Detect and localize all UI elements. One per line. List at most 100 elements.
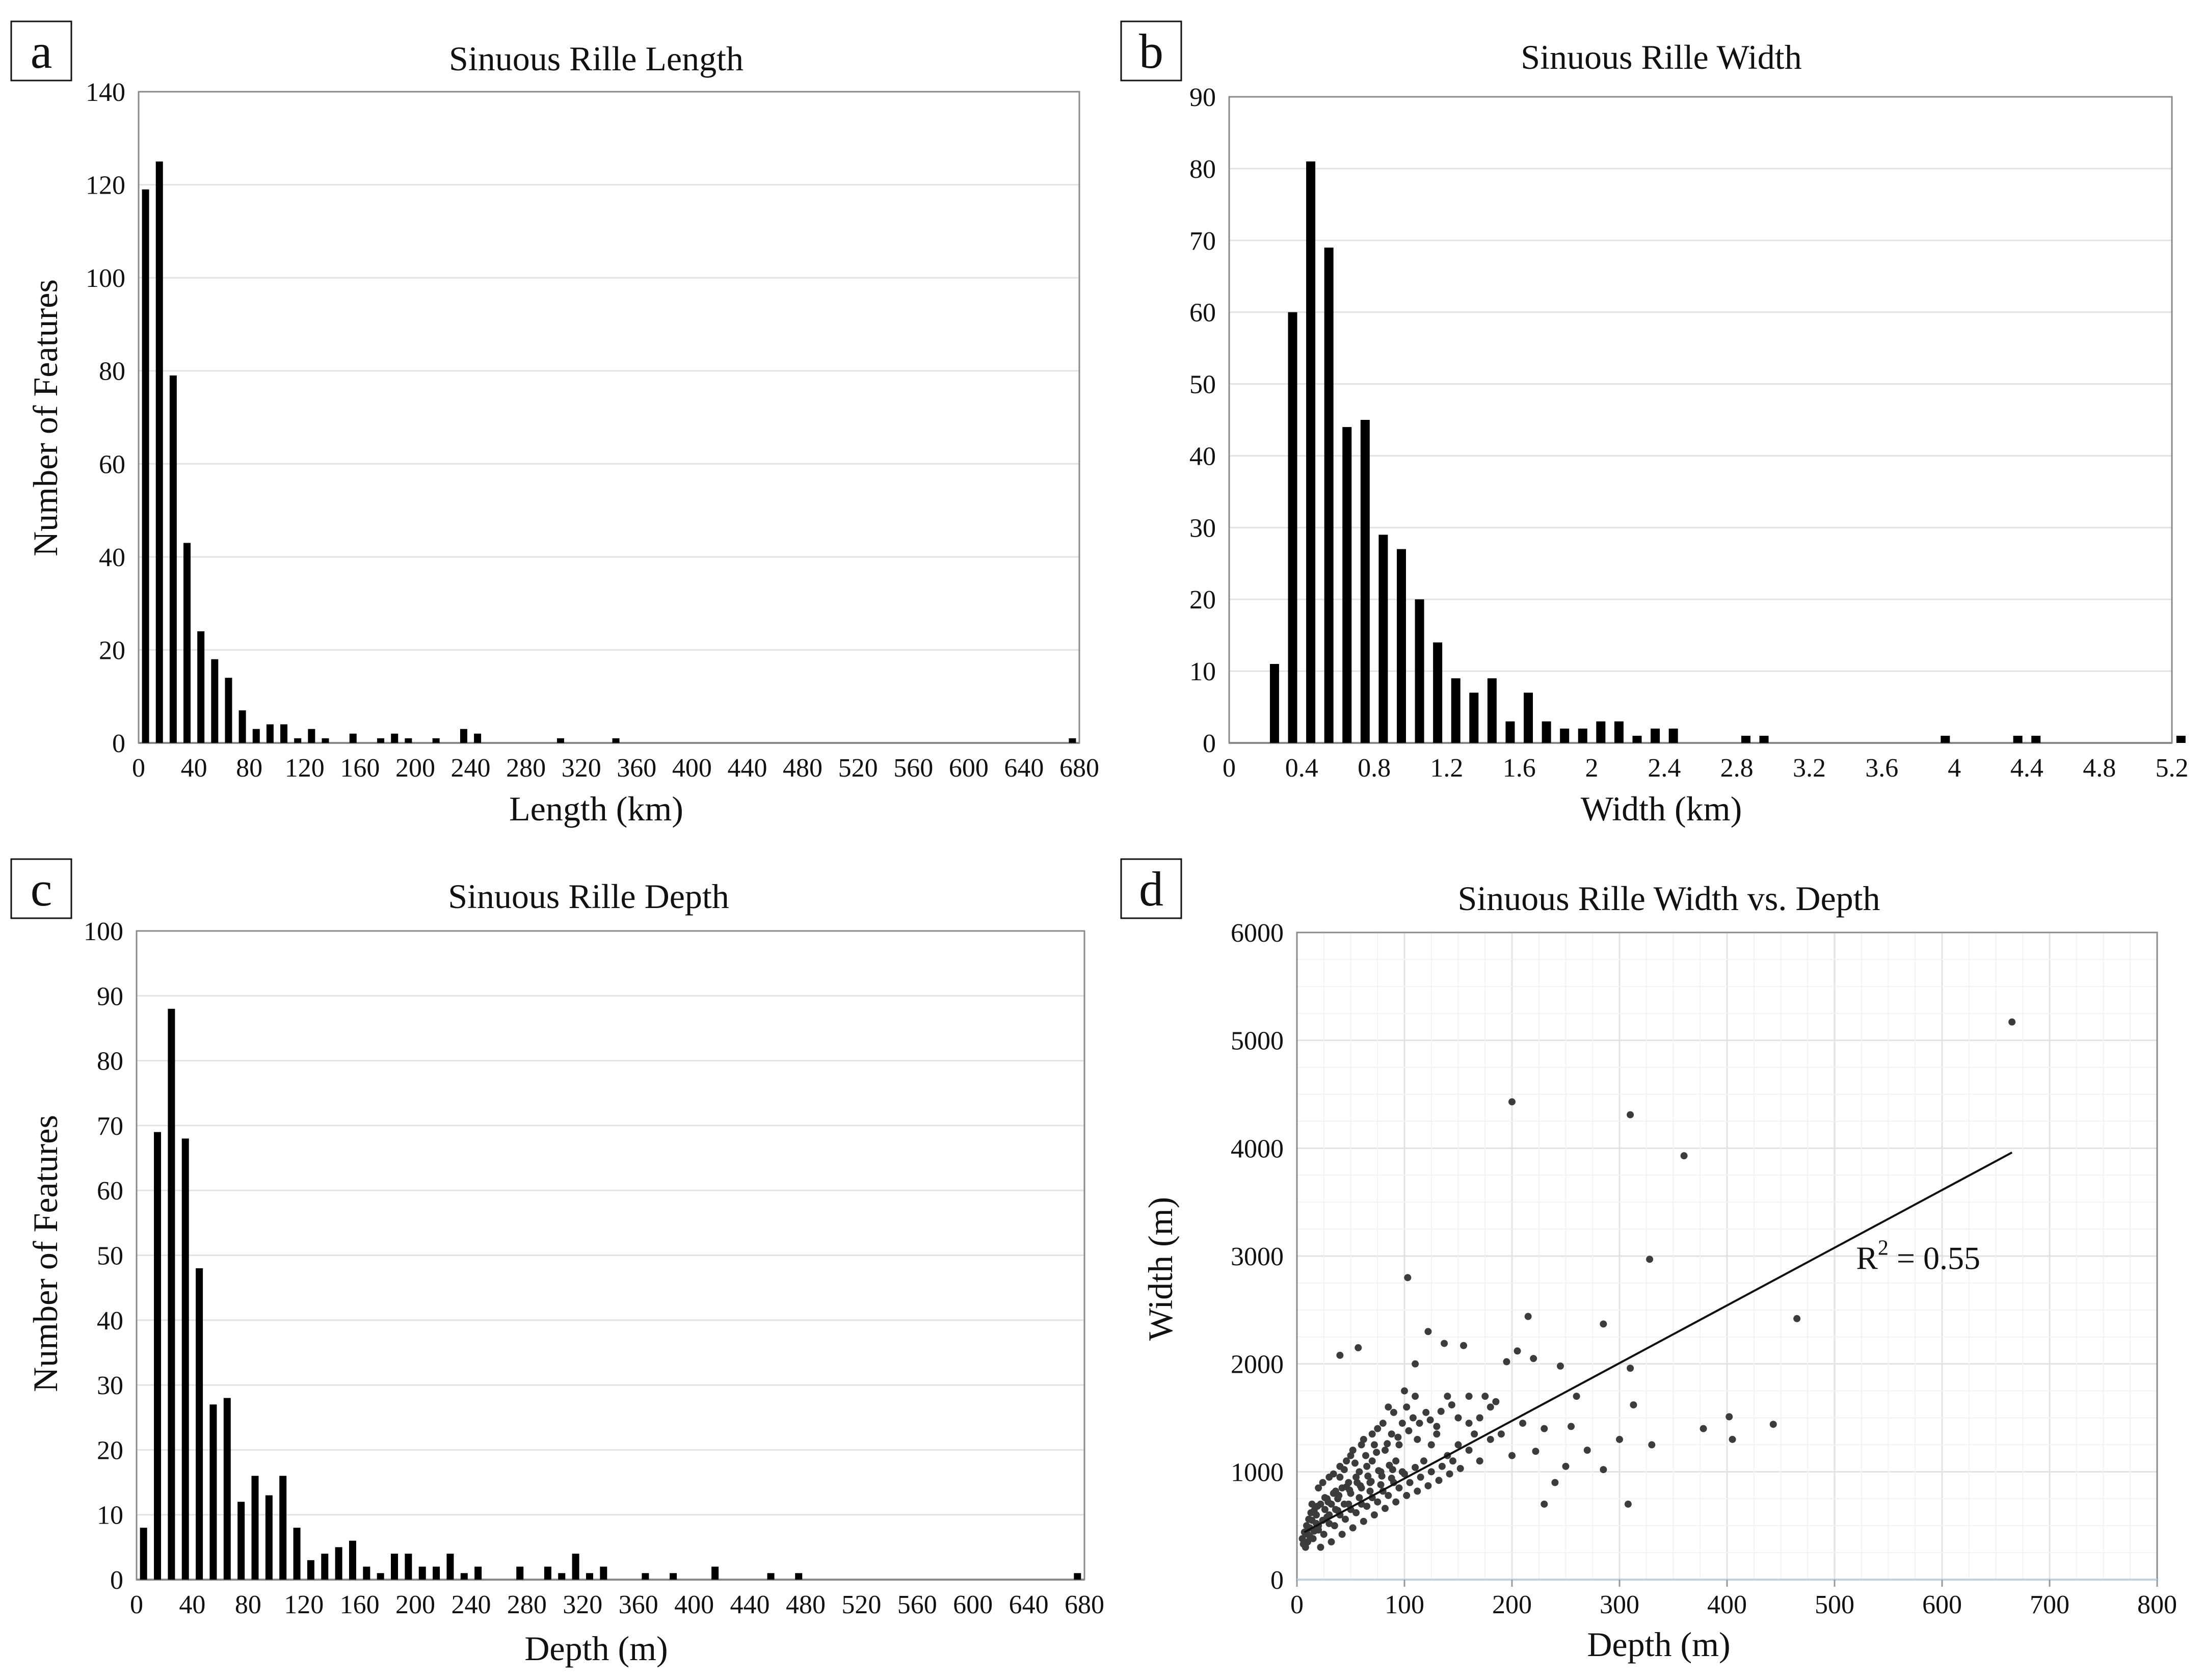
- x-tick-label-a: 0: [132, 754, 145, 783]
- bar-c: [223, 1398, 231, 1580]
- bar-a: [460, 729, 467, 743]
- x-axis-label-a: Length (km): [509, 789, 683, 828]
- y-tick-label-a: 120: [86, 171, 125, 200]
- bar-c: [307, 1560, 314, 1580]
- bar-c: [460, 1573, 468, 1580]
- panel-b: b Sinuous Rille Width 010203040506070809…: [1120, 20, 2189, 828]
- scatter-point-d: [1487, 1403, 1494, 1411]
- y-tick-label-c: 100: [84, 917, 123, 946]
- scatter-point-d: [1319, 1479, 1326, 1486]
- scatter-point-d: [1454, 1441, 1462, 1449]
- bar-b: [1668, 728, 1678, 743]
- scatter-point-d: [1524, 1313, 1532, 1320]
- scatter-point-d: [1454, 1414, 1462, 1422]
- scatter-point-d: [1503, 1358, 1510, 1366]
- bar-a: [155, 161, 163, 743]
- x-tick-label-b: 4.4: [2010, 754, 2043, 783]
- x-tick-label-a: 360: [617, 754, 656, 783]
- x-tick-label-c: 400: [674, 1590, 714, 1619]
- scatter-point-d: [1364, 1472, 1372, 1480]
- scatter-point-d: [1541, 1500, 1548, 1508]
- bar-b: [1614, 721, 1624, 743]
- scatter-point-d: [1384, 1440, 1391, 1448]
- x-tick-label-c: 520: [841, 1590, 881, 1619]
- scatter-point-d: [1427, 1441, 1435, 1449]
- scatter-point-d: [1366, 1487, 1374, 1495]
- bar-c: [196, 1268, 203, 1580]
- y-tick-label-c: 0: [110, 1566, 123, 1595]
- scatter-point-d: [1648, 1441, 1656, 1449]
- scatter-point-d: [1375, 1467, 1383, 1475]
- scatter-point-d: [1347, 1452, 1355, 1459]
- scatter-point-d: [1600, 1320, 1607, 1328]
- scatter-point-d: [1352, 1509, 1360, 1516]
- scatter-point-d: [1363, 1462, 1371, 1470]
- scatter-point-d: [1449, 1457, 1456, 1465]
- x-tick-label-b: 2.4: [1648, 754, 1681, 783]
- x-tick-label-a: 80: [236, 754, 262, 783]
- panel-label-box-d: [1120, 858, 1182, 919]
- y-tick-label-c: 60: [97, 1177, 123, 1206]
- chart-c: 0 10 20 30 40 50 60 70 80 90 100 0 40 80 120 160 200 240 2…: [84, 917, 1104, 1619]
- y-tick-label-d: 3000: [1231, 1242, 1284, 1271]
- x-tick-label-b: 1.6: [1503, 754, 1536, 783]
- scatter-point-d: [1336, 1473, 1344, 1481]
- bar-c: [418, 1566, 426, 1580]
- x-tick-label-a: 120: [285, 754, 325, 783]
- x-tick-label-b: 0: [1223, 754, 1236, 783]
- scatter-point-d: [1568, 1423, 1575, 1430]
- y-tick-label-b: 40: [1189, 442, 1216, 471]
- bar-b: [1505, 721, 1515, 743]
- bar-b: [1560, 728, 1570, 743]
- x-tick-label-c: 600: [953, 1590, 993, 1619]
- scatter-point-d: [1427, 1468, 1435, 1476]
- scatter-point-d: [1360, 1517, 1367, 1525]
- scatter-point-d: [1414, 1487, 1421, 1495]
- bar-b: [1469, 692, 1479, 743]
- x-tick-label-a: 520: [838, 754, 878, 783]
- x-tick-label-c: 160: [340, 1590, 380, 1619]
- scatter-point-d: [1351, 1459, 1359, 1467]
- chart-title-a: Sinuous Rille Length: [449, 39, 744, 78]
- x-tick-label-c: 120: [284, 1590, 324, 1619]
- scatter-point-d: [1315, 1484, 1322, 1492]
- scatter-point-d: [1487, 1435, 1494, 1443]
- y-tick-label-c: 50: [97, 1242, 123, 1271]
- y-tick-label-d: 0: [1270, 1566, 1284, 1595]
- scatter-point-d: [1394, 1433, 1402, 1441]
- bar-b: [1342, 427, 1352, 743]
- scatter-point-d: [1358, 1441, 1365, 1449]
- bar-b: [1396, 549, 1406, 743]
- x-tick-label-a: 40: [181, 754, 207, 783]
- scatter-point-d: [1338, 1531, 1346, 1538]
- y-tick-label-a: 20: [99, 636, 125, 665]
- x-tick-label-b: 2.8: [1720, 754, 1754, 783]
- scatter-point-d: [1385, 1491, 1392, 1499]
- bar-b: [1269, 664, 1279, 743]
- x-tick-label-c: 360: [619, 1590, 658, 1619]
- scatter-point-d: [1390, 1408, 1397, 1416]
- y-tick-label-b: 30: [1189, 514, 1216, 543]
- bar-c: [321, 1554, 329, 1580]
- scatter-point-d: [1422, 1408, 1430, 1416]
- scatter-point-d: [1331, 1522, 1338, 1530]
- bar-b: [1433, 642, 1443, 743]
- scatter-point-d: [1416, 1420, 1423, 1427]
- scatter-point-d: [1616, 1435, 1623, 1443]
- scatter-point-d: [1367, 1478, 1375, 1485]
- scatter-point-d: [1412, 1360, 1419, 1368]
- scatter-point-d: [1388, 1430, 1395, 1438]
- trendline-d: [1304, 1152, 2013, 1533]
- x-tick-label-a: 480: [783, 754, 822, 783]
- bar-b: [1415, 599, 1424, 743]
- bar-c: [140, 1528, 147, 1580]
- bar-a: [474, 733, 482, 743]
- scatter-point-d: [1481, 1393, 1489, 1400]
- bar-a: [612, 738, 620, 743]
- bar-a: [405, 738, 412, 743]
- scatter-point-d: [1514, 1347, 1521, 1355]
- scatter-point-d: [1346, 1486, 1353, 1494]
- scatter-point-d: [1624, 1500, 1632, 1508]
- x-tick-label-b: 4.8: [2083, 754, 2116, 783]
- bar-c: [586, 1573, 593, 1580]
